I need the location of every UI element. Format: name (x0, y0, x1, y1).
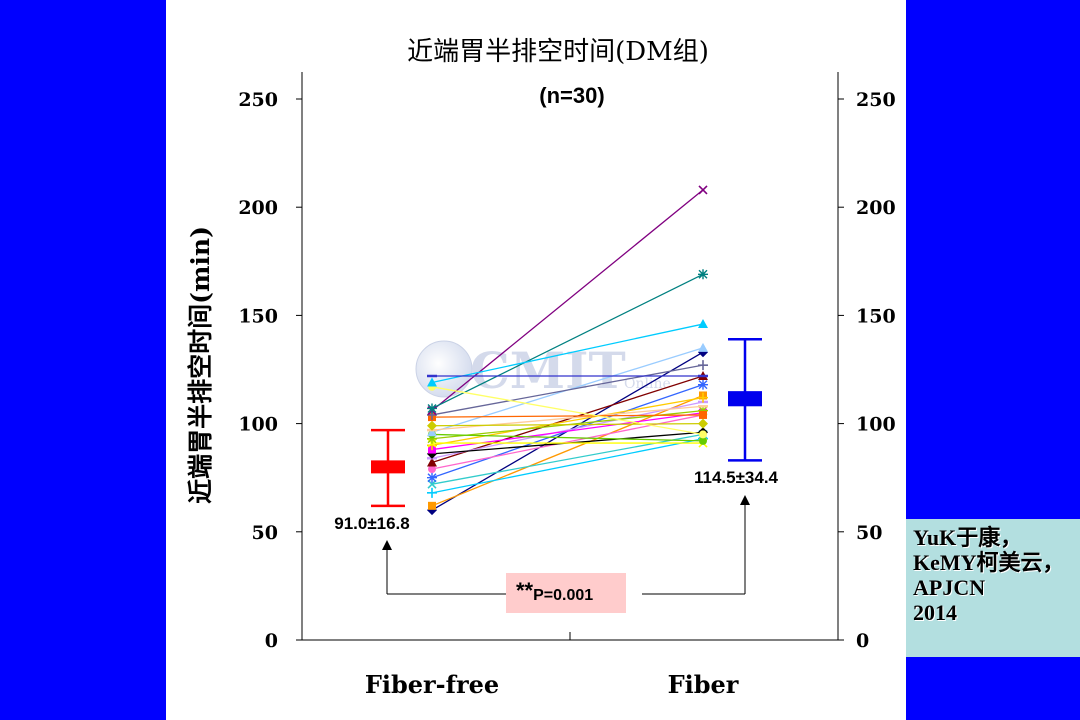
data-point (698, 392, 708, 403)
y-tick-label: 50 (252, 522, 278, 544)
data-point (698, 418, 708, 429)
pair-line (431, 401, 704, 459)
significance-bracket (382, 495, 750, 595)
pair-line (431, 422, 704, 427)
data-point (698, 379, 708, 390)
data-point (428, 501, 436, 510)
data-point (427, 487, 437, 498)
y-tick-label-right: 50 (856, 522, 882, 544)
right-arrow-icon (740, 495, 750, 505)
category-label-fiber-free: Fiber-free (365, 670, 499, 699)
data-point (698, 185, 708, 195)
pair-line (431, 323, 704, 384)
pair-line (431, 364, 704, 416)
watermark-text: CMIT (470, 341, 626, 400)
left-stat-label: 91.0±16.8 (334, 514, 410, 533)
data-point (427, 479, 437, 489)
pair-line (431, 394, 704, 507)
category-label-fiber: Fiber (668, 670, 739, 699)
data-point (427, 377, 437, 387)
data-point (427, 457, 437, 467)
significance-stars: ** (516, 578, 534, 603)
reference-line: 2014 (913, 600, 957, 625)
y-axis-label: 近端胃半排空时间(min) (186, 226, 215, 504)
y-tick-label-right: 0 (856, 630, 869, 652)
reference-line: YuK于康， (913, 525, 1023, 550)
data-point (698, 342, 708, 352)
y-tick-label: 0 (265, 630, 278, 652)
box-body (371, 460, 405, 474)
data-point (699, 436, 707, 445)
y-tick-label-right: 200 (856, 197, 896, 219)
reference-line: APJCN (913, 575, 986, 600)
y-tick-label-right: 250 (856, 89, 896, 111)
pair-line (431, 414, 704, 418)
right-stat-label: 114.5±34.4 (694, 468, 779, 487)
y-tick-label: 150 (238, 305, 278, 327)
left-arrow-icon (382, 540, 392, 550)
data-point (698, 360, 708, 371)
data-point (698, 269, 708, 280)
significance-p: P=0.001 (533, 587, 593, 604)
pair-line (431, 375, 704, 464)
chart-title: 近端胃半排空时间(DM组) (407, 37, 709, 67)
pair-line (431, 405, 704, 431)
data-point (427, 427, 437, 437)
y-tick-label-right: 100 (856, 414, 896, 436)
data-point (427, 472, 437, 483)
pair-line (431, 438, 704, 494)
box-body (728, 391, 762, 407)
reference-box: YuK于康， KeMY柯美云， APJCN 2014 (906, 519, 1080, 657)
data-point (427, 403, 437, 414)
y-tick-label: 100 (238, 414, 278, 436)
data-point (428, 465, 436, 474)
significance-box (506, 573, 626, 613)
data-point (699, 430, 707, 439)
y-tick-label-right: 150 (856, 305, 896, 327)
pair-line (431, 433, 704, 442)
data-point (427, 420, 437, 431)
pair-line (431, 396, 704, 446)
pair-line (431, 273, 704, 410)
pair-line (431, 189, 704, 412)
chart-subtitle: (n=30) (539, 83, 604, 108)
data-point (699, 410, 707, 419)
y-tick-label: 250 (238, 89, 278, 111)
y-tick-label: 200 (238, 197, 278, 219)
pair-line (431, 386, 704, 436)
reference-line: KeMY柯美云， (913, 550, 1065, 575)
significance-label: **P=0.001 (516, 578, 593, 604)
data-point (698, 319, 708, 329)
